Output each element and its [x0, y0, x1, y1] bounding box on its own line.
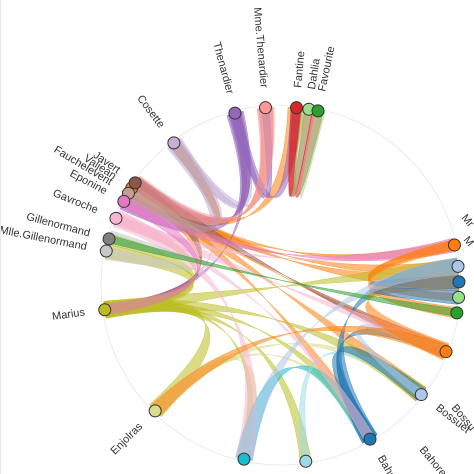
node-marker[interactable] — [109, 211, 123, 225]
node-marker[interactable] — [414, 388, 428, 402]
node-marker[interactable] — [258, 101, 272, 115]
chord-ribbon — [130, 106, 275, 224]
ribbon-layer — [103, 106, 460, 463]
node-label-clipped: Mr — [459, 212, 474, 230]
node-marker[interactable] — [228, 106, 242, 120]
node-marker[interactable] — [447, 238, 461, 252]
node-label: Marius — [51, 306, 86, 323]
node-marker[interactable] — [290, 101, 304, 115]
chord-ribbon — [293, 107, 326, 199]
chord-ribbon — [235, 257, 459, 461]
node-label: Enjolras — [109, 420, 146, 457]
chord-ribbon — [149, 325, 449, 417]
node-marker[interactable] — [363, 432, 377, 446]
node-marker[interactable] — [102, 232, 116, 246]
node-marker[interactable] — [237, 452, 251, 466]
node-label: Fantine — [292, 51, 307, 89]
node-marker[interactable] — [98, 303, 112, 317]
node-marker[interactable] — [311, 104, 325, 118]
node-label: Thenardier — [210, 41, 235, 96]
node-marker[interactable] — [452, 290, 466, 304]
node-marker[interactable] — [439, 345, 453, 359]
node-marker[interactable] — [299, 454, 313, 468]
node-marker[interactable] — [451, 259, 465, 273]
chord-ribbon — [103, 299, 211, 418]
node-marker[interactable] — [128, 176, 142, 190]
node-label: Gavroche — [51, 187, 100, 216]
node-marker[interactable] — [117, 194, 131, 208]
node-label: Bahorel — [375, 453, 404, 474]
node-marker[interactable] — [450, 306, 464, 320]
node-marker[interactable] — [99, 244, 113, 258]
node-marker[interactable] — [148, 404, 162, 418]
node-label: Dahlia — [306, 57, 323, 91]
node-label-clipped: Bahore — [417, 444, 449, 474]
node-label: Mme.Thenardier — [251, 7, 270, 89]
node-marker[interactable] — [452, 275, 466, 289]
node-marker[interactable] — [167, 136, 181, 150]
node-label-clipped: M — [461, 234, 474, 249]
node-label: Cosette — [134, 93, 166, 131]
node-layer — [98, 101, 466, 468]
